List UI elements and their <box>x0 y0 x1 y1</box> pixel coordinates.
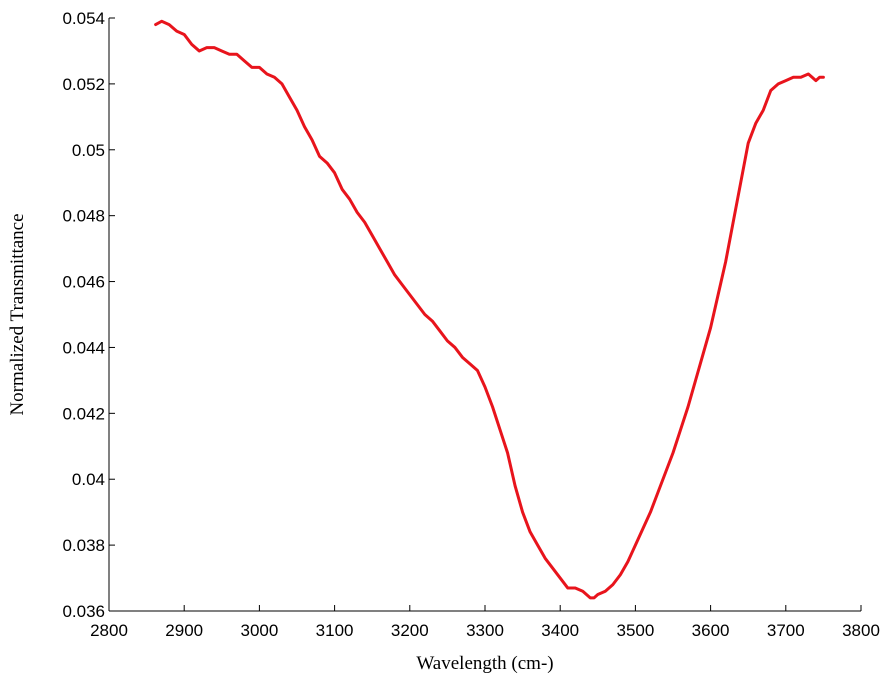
x-tick-label: 2900 <box>165 621 203 640</box>
x-tick-label: 3200 <box>391 621 429 640</box>
x-tick-label: 3100 <box>316 621 354 640</box>
x-tick-label: 2800 <box>90 621 128 640</box>
y-tick-label: 0.044 <box>62 338 105 357</box>
series-layer <box>154 19 825 600</box>
x-tick-label: 3700 <box>767 621 805 640</box>
series-line <box>154 19 825 600</box>
y-tick-label: 0.048 <box>62 207 105 226</box>
axes <box>108 17 862 612</box>
x-tick-label: 3600 <box>692 621 730 640</box>
x-tick-label: 3500 <box>616 621 654 640</box>
y-tick-label: 0.04 <box>72 470 105 489</box>
y-tick-label: 0.046 <box>62 273 105 292</box>
x-tick-label: 3400 <box>541 621 579 640</box>
x-axis-title: Wavelength (cm-) <box>416 653 553 674</box>
y-tick-label: 0.042 <box>62 404 105 423</box>
y-tick-label: 0.052 <box>62 75 105 94</box>
x-tick-label: 3300 <box>466 621 504 640</box>
x-tick-labels: 2800 2900 3000 3100 3200 3300 3400 3500 3600 3700… <box>90 621 880 640</box>
y-axis-title: Normalized Transmittance <box>7 213 28 415</box>
x-tick-label: 3800 <box>842 621 880 640</box>
y-tick-label: 0.05 <box>72 141 105 160</box>
y-tick-labels: 0.036 0.038 0.04 0.042 0.044 0.046 0.048 0.05 0.… <box>62 9 105 621</box>
y-tick-label: 0.036 <box>62 602 105 621</box>
x-tick-label: 3000 <box>240 621 278 640</box>
y-tick-label: 0.054 <box>62 9 105 28</box>
y-tick-label: 0.038 <box>62 536 105 555</box>
